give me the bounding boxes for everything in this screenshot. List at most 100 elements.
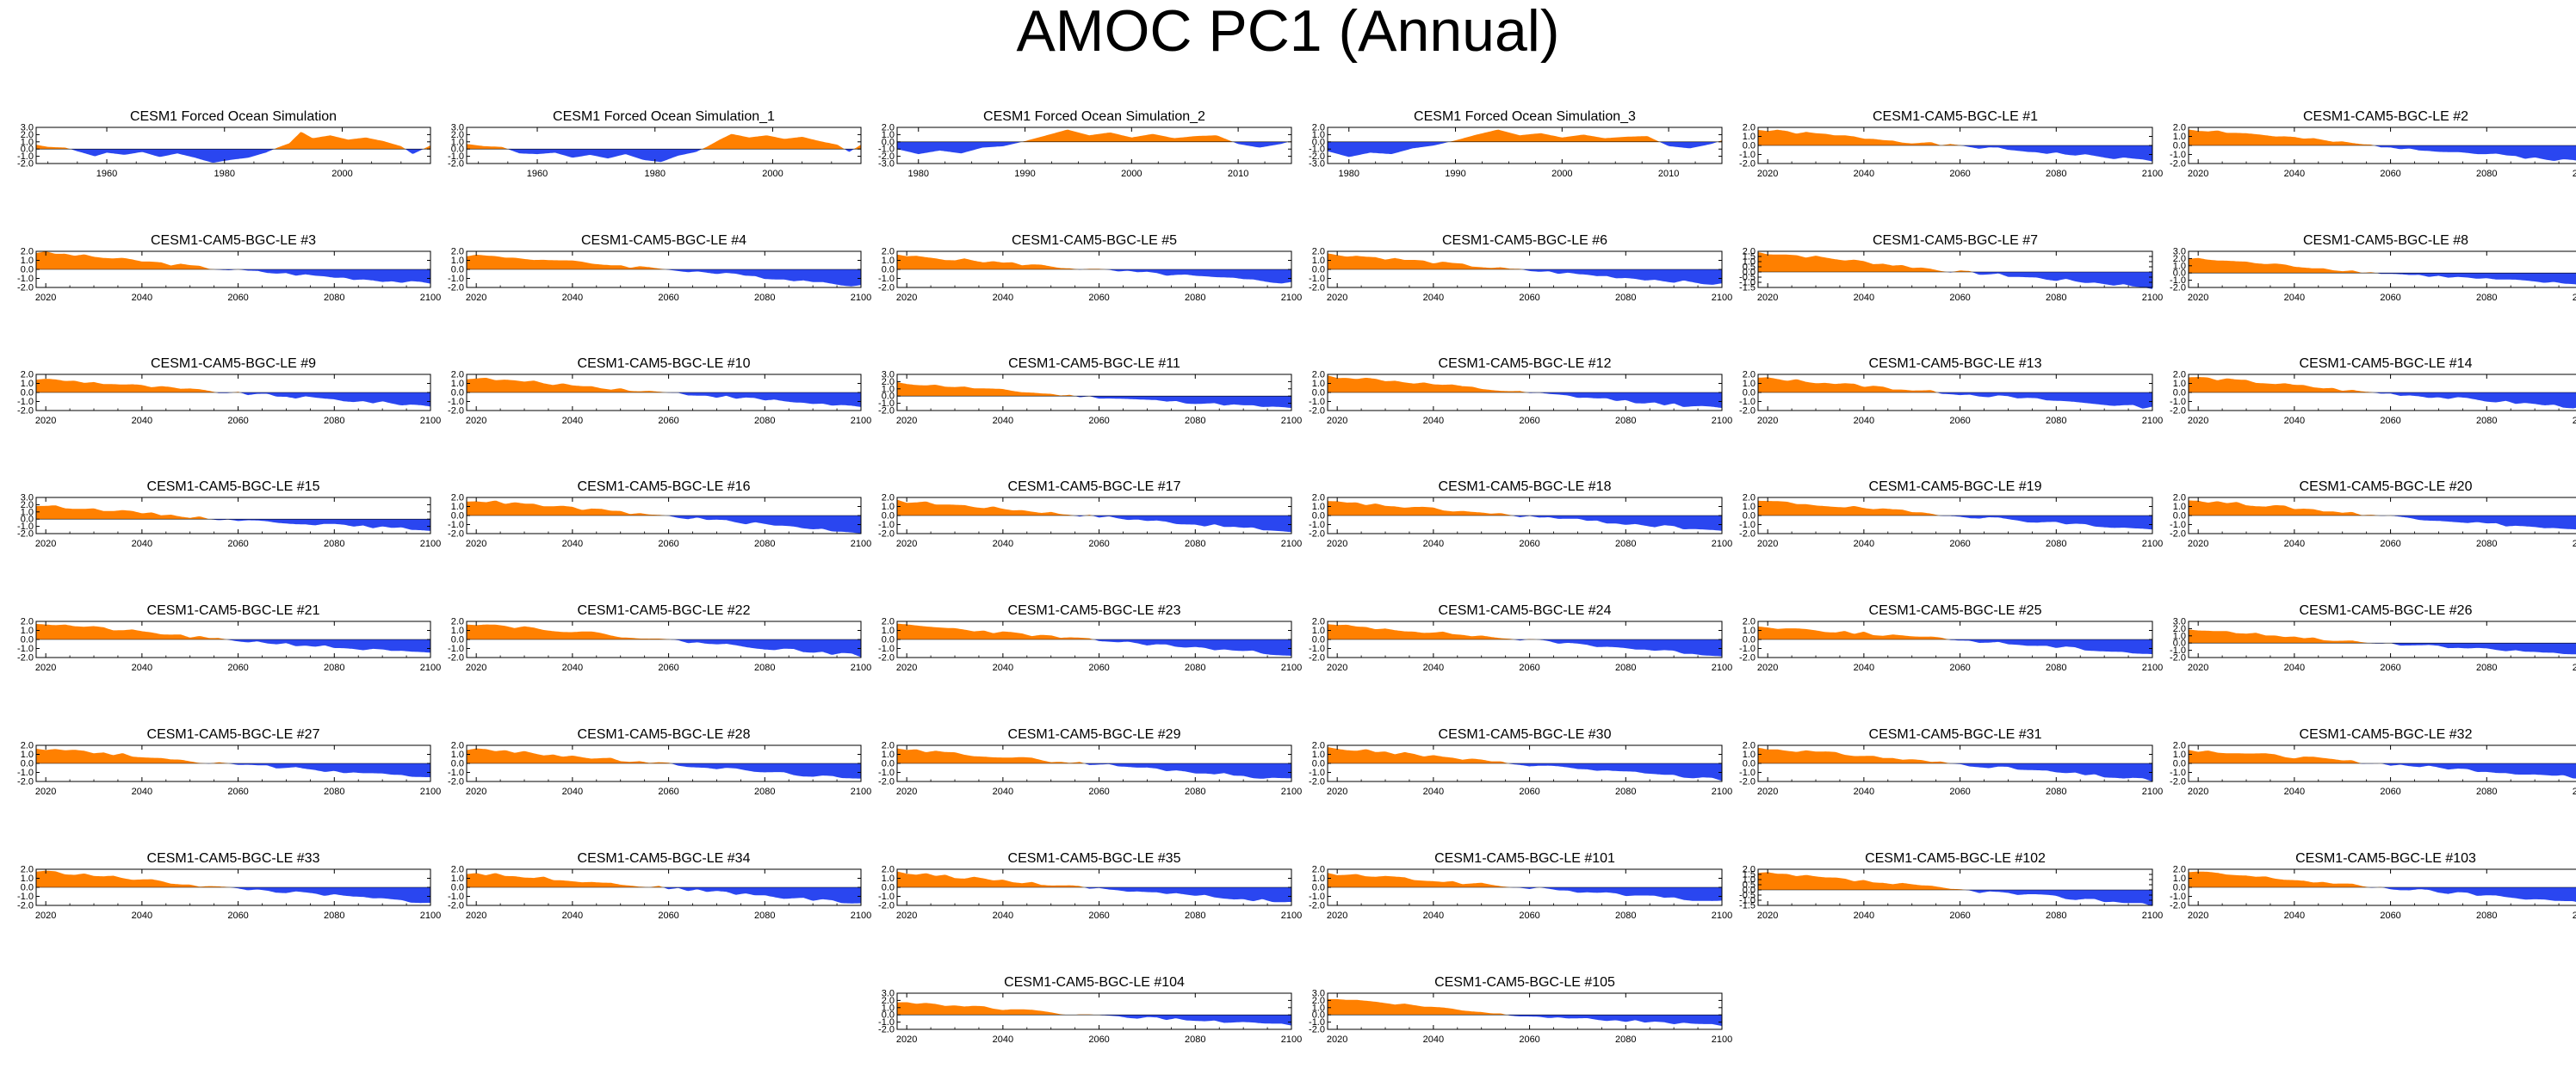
y-tick-label: -1.0 xyxy=(2170,645,2186,656)
x-tick-label: 2100 xyxy=(1712,787,1732,797)
x-tick-label: 2060 xyxy=(1088,911,1109,921)
y-tick-label: 0.0 xyxy=(451,265,464,275)
y-tick-label: 1.0 xyxy=(21,626,34,636)
x-tick-label: 2060 xyxy=(1088,1035,1109,1045)
x-tick-label: 1990 xyxy=(1445,169,1465,179)
x-tick-label: 2100 xyxy=(1281,911,1302,921)
y-tick-label: 0.0 xyxy=(2173,511,2186,522)
negative-area xyxy=(467,639,861,658)
y-tick-label: 3.0 xyxy=(21,493,34,503)
panel-4: CESM1 Forced Ocean Simulation_3 2.01.00.0… xyxy=(1309,109,1723,179)
y-tick-label: -1.0 xyxy=(17,397,34,407)
x-tick-label: 2080 xyxy=(754,911,775,921)
x-tick-label: 2060 xyxy=(1088,787,1109,797)
y-tick-label: 0.0 xyxy=(882,759,895,769)
x-tick-label: 1960 xyxy=(96,169,117,179)
positive-area xyxy=(1328,624,1722,639)
y-tick-label: 0.0 xyxy=(21,388,34,398)
x-tick-label: 2020 xyxy=(466,663,486,673)
panel-3: CESM1 Forced Ocean Simulation_2 2.01.00.0… xyxy=(878,109,1292,179)
y-tick-label: -2.0 xyxy=(878,653,895,664)
negative-area xyxy=(36,149,430,163)
panel-42: CESM1-CAM5-BGC-LE #1032.01.00.0-1.0-2.02… xyxy=(2170,851,2576,921)
y-tick-label: 3.0 xyxy=(451,123,464,133)
negative-area xyxy=(897,887,1291,903)
x-tick-label: 2040 xyxy=(1854,787,1874,797)
y-tick-label: 0.0 xyxy=(882,265,895,275)
y-tick-label: 0.0 xyxy=(1312,388,1325,398)
negative-area xyxy=(2189,392,2576,409)
x-tick-label: 2020 xyxy=(466,293,486,303)
plot-frame xyxy=(2188,621,2576,658)
y-tick-label: 1.0 xyxy=(2173,502,2186,512)
y-tick-label: 1.0 xyxy=(1312,379,1325,389)
x-tick-label: 2100 xyxy=(2573,416,2576,426)
x-tick-label: 2060 xyxy=(1519,911,1539,921)
y-tick-label: 0.0 xyxy=(1312,1010,1325,1021)
x-tick-label: 2100 xyxy=(2142,911,2163,921)
x-tick-label: 2100 xyxy=(1281,416,1302,426)
panel-43: CESM1-CAM5-BGC-LE #104 3.02.01.00.0-1.0-2… xyxy=(878,975,1302,1045)
positive-area xyxy=(2189,629,2576,644)
y-tick-label: 1.5 xyxy=(1743,252,1756,262)
x-tick-label: 2080 xyxy=(1615,911,1636,921)
panel-title: CESM1-CAM5-BGC-LE #16 xyxy=(578,479,751,494)
panel-13: CESM1-CAM5-BGC-LE #9 2.01.00.0-1.0-2.0202… xyxy=(17,356,441,426)
y-tick-label: -2.0 xyxy=(448,777,464,787)
x-tick-label: 2060 xyxy=(1949,293,1970,303)
x-tick-label: 2020 xyxy=(1327,911,1347,921)
x-tick-label: 2080 xyxy=(754,416,775,426)
x-tick-label: 2040 xyxy=(132,293,152,303)
y-tick-label: -1.0 xyxy=(17,522,34,532)
x-tick-label: 2060 xyxy=(2380,663,2400,673)
x-tick-label: 2000 xyxy=(1551,169,1572,179)
positive-area xyxy=(897,623,1291,639)
x-tick-label: 2080 xyxy=(1615,539,1636,549)
panel-title: CESM1-CAM5-BGC-LE #10 xyxy=(578,356,751,371)
y-tick-label: -2.0 xyxy=(448,653,464,664)
x-tick-label: 2080 xyxy=(2476,787,2497,797)
negative-area xyxy=(1328,516,1722,531)
positive-area xyxy=(1328,129,1722,142)
y-tick-label: 1.0 xyxy=(882,384,895,394)
y-tick-label: -2.0 xyxy=(1739,653,1756,664)
plot-frame xyxy=(2188,250,2576,288)
positive-area xyxy=(467,873,861,887)
negative-area xyxy=(467,887,861,904)
y-tick-label: 0.0 xyxy=(21,883,34,893)
y-tick-label: 0.0 xyxy=(1312,883,1325,893)
y-tick-label: 2.0 xyxy=(451,865,464,875)
y-tick-label: -1.0 xyxy=(448,274,464,284)
x-tick-label: 1990 xyxy=(1014,169,1035,179)
y-tick-label: -2.0 xyxy=(1309,283,1325,293)
panel-title: CESM1-CAM5-BGC-LE #11 xyxy=(1008,356,1180,371)
x-tick-label: 2040 xyxy=(993,787,1013,797)
y-tick-label: 3.0 xyxy=(1312,989,1325,999)
panel-title: CESM1-CAM5-BGC-LE #3 xyxy=(151,233,316,248)
panel-title: CESM1-CAM5-BGC-LE #101 xyxy=(1434,851,1615,866)
x-tick-label: 2040 xyxy=(132,787,152,797)
panel-41: CESM1-CAM5-BGC-LE #102 2.01.51.00.50.0-0.… xyxy=(1739,851,2163,921)
positive-area xyxy=(36,623,430,639)
panel-title: CESM1-CAM5-BGC-LE #28 xyxy=(578,727,751,742)
y-tick-label: -1.0 xyxy=(17,151,34,162)
y-tick-label: 0.0 xyxy=(2173,883,2186,893)
y-tick-label: -1.0 xyxy=(878,644,895,654)
panel-26: CESM1-CAM5-BGC-LE #222.01.00.0-1.0-2.020… xyxy=(448,603,871,673)
positive-area xyxy=(2189,500,2576,516)
y-tick-label: 2.0 xyxy=(882,493,895,503)
x-tick-label: 2040 xyxy=(132,539,152,549)
panel-37: CESM1-CAM5-BGC-LE #332.01.00.0-1.0-2.020… xyxy=(17,851,441,921)
y-tick-label: 2.0 xyxy=(451,130,464,140)
x-tick-label: 2040 xyxy=(1423,787,1444,797)
y-tick-label: 1.0 xyxy=(1743,875,1756,886)
negative-area xyxy=(1758,639,2152,654)
x-tick-label: 2040 xyxy=(562,416,583,426)
x-tick-label: 2040 xyxy=(993,539,1013,549)
x-tick-label: 2020 xyxy=(1757,911,1778,921)
y-tick-label: 0.0 xyxy=(2173,388,2186,398)
plot-frame xyxy=(896,992,1292,1030)
positive-area xyxy=(467,500,861,516)
x-tick-label: 2020 xyxy=(466,787,486,797)
